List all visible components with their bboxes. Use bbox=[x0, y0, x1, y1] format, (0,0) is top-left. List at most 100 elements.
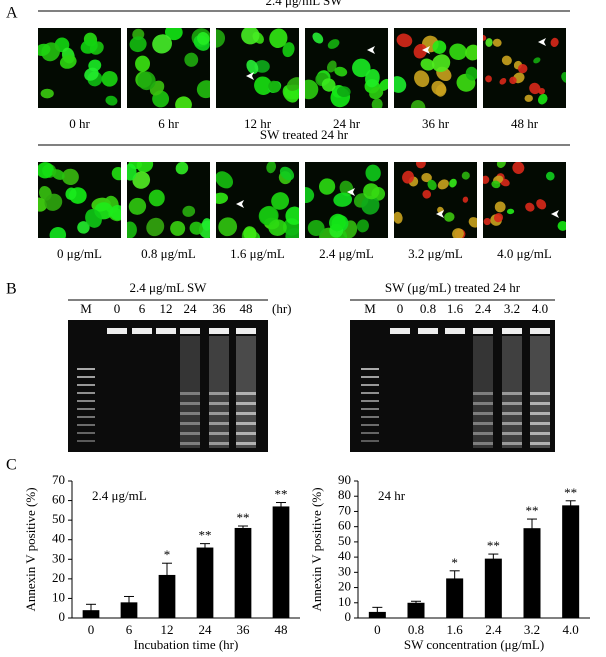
ladder-fragment bbox=[236, 412, 256, 415]
image-label: 24 hr bbox=[333, 116, 361, 131]
cell bbox=[517, 64, 528, 74]
cell bbox=[135, 55, 151, 72]
cell bbox=[148, 189, 165, 207]
x-tick-label: 24 bbox=[199, 622, 213, 637]
lane-label: 2.4 bbox=[475, 301, 492, 316]
well-band bbox=[502, 328, 522, 334]
cell bbox=[286, 77, 299, 91]
cell bbox=[444, 212, 455, 222]
error-bar bbox=[86, 603, 96, 617]
bar bbox=[562, 505, 580, 618]
error-bar bbox=[449, 570, 460, 587]
x-tick-label: 1.6 bbox=[447, 622, 464, 637]
cell bbox=[509, 76, 517, 85]
lane-label: 0 bbox=[114, 301, 121, 316]
micrograph bbox=[394, 28, 477, 108]
row-title: 2.4 μg/mL SW bbox=[266, 0, 344, 8]
ladder-fragment bbox=[209, 402, 229, 405]
panel-label: B bbox=[6, 281, 17, 298]
well-band bbox=[209, 328, 229, 334]
micrograph bbox=[216, 28, 299, 108]
cell bbox=[127, 221, 137, 238]
cell bbox=[499, 77, 507, 85]
cell bbox=[146, 217, 165, 237]
ladder-band bbox=[361, 376, 379, 378]
cell bbox=[61, 168, 79, 186]
micrograph bbox=[38, 162, 121, 238]
cell bbox=[529, 82, 541, 95]
cell bbox=[336, 86, 351, 98]
ladder-fragment bbox=[473, 402, 493, 405]
ladder-band bbox=[77, 408, 95, 410]
ladder-band bbox=[361, 384, 379, 386]
ladder-fragment bbox=[502, 412, 522, 415]
y-tick-label: 50 bbox=[338, 533, 351, 548]
ladder-fragment bbox=[473, 432, 493, 435]
cell bbox=[40, 88, 54, 99]
gel bbox=[350, 320, 555, 452]
cell bbox=[279, 166, 295, 181]
significance: ** bbox=[487, 538, 500, 553]
x-tick-label: 36 bbox=[237, 622, 251, 637]
cell bbox=[414, 70, 430, 88]
cell bbox=[410, 100, 426, 108]
cell bbox=[452, 228, 464, 238]
cell bbox=[197, 32, 210, 45]
arrowhead bbox=[236, 200, 244, 208]
cell bbox=[84, 67, 99, 81]
y-tick-label: 40 bbox=[52, 531, 65, 546]
cell bbox=[285, 228, 299, 238]
ladder-fragment bbox=[502, 392, 522, 395]
lane-label: 0.8 bbox=[420, 301, 436, 316]
x-tick-label: 6 bbox=[126, 622, 133, 637]
image-label: 2.4 μg/mL bbox=[319, 246, 374, 261]
lane-label: 1.6 bbox=[447, 301, 464, 316]
x-tick-label: 2.4 bbox=[485, 622, 502, 637]
ladder-fragment bbox=[502, 402, 522, 405]
cell bbox=[268, 219, 287, 236]
well-band bbox=[418, 328, 438, 334]
y-tick-label: 40 bbox=[338, 548, 351, 563]
cell bbox=[371, 98, 383, 108]
gel bbox=[68, 320, 268, 452]
cell bbox=[491, 180, 501, 189]
cell bbox=[110, 205, 121, 221]
cell bbox=[38, 43, 51, 57]
cell bbox=[512, 162, 525, 174]
cell bbox=[246, 59, 259, 74]
row-title: SW treated 24 hr bbox=[260, 127, 349, 142]
micrograph bbox=[394, 162, 477, 238]
cell bbox=[77, 221, 90, 234]
ladder-fragment bbox=[180, 402, 200, 405]
image-label: 6 hr bbox=[158, 116, 179, 131]
x-tick-label: 0 bbox=[88, 622, 95, 637]
arrowhead bbox=[347, 188, 355, 196]
cell bbox=[241, 28, 260, 45]
cell bbox=[422, 190, 432, 199]
cell bbox=[269, 28, 288, 49]
micrograph bbox=[483, 162, 566, 238]
cell bbox=[365, 164, 381, 182]
cell bbox=[435, 84, 447, 97]
significance: * bbox=[451, 555, 458, 570]
cell bbox=[184, 52, 199, 67]
cell bbox=[485, 38, 493, 47]
y-tick-label: 0 bbox=[345, 609, 352, 624]
cell bbox=[483, 218, 491, 226]
ladder-band bbox=[361, 408, 379, 410]
error-bar bbox=[527, 518, 537, 538]
cell bbox=[101, 70, 118, 87]
cell bbox=[285, 206, 299, 225]
arrowhead bbox=[422, 46, 430, 54]
lane-label: 0 bbox=[397, 301, 404, 316]
micrograph bbox=[127, 28, 210, 108]
well-band bbox=[530, 328, 550, 334]
cell bbox=[65, 187, 77, 200]
ladder-fragment bbox=[502, 442, 522, 445]
cell bbox=[127, 163, 137, 181]
ladder-fragment bbox=[473, 422, 493, 425]
bar bbox=[234, 527, 252, 618]
ladder-fragment bbox=[209, 412, 229, 415]
ladder-band bbox=[361, 368, 379, 370]
